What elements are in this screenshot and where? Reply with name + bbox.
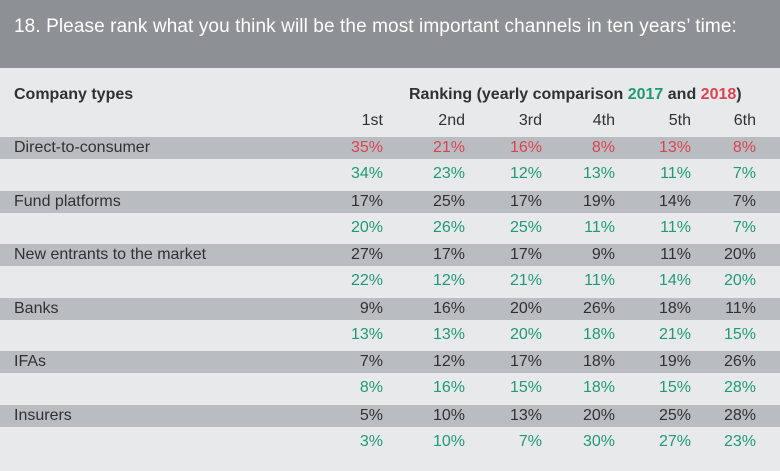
column-header-4th: 4th <box>592 112 615 129</box>
table-cell: 12% <box>432 272 465 289</box>
table-cell: 7% <box>732 165 756 182</box>
table-cell: 5% <box>359 406 383 424</box>
table-cell: 14% <box>658 192 691 210</box>
table-cell: 3% <box>359 432 383 450</box>
table-row-band <box>0 351 780 373</box>
table-cell: 27% <box>658 432 691 450</box>
table-cell: 8% <box>591 139 615 156</box>
ranking-header: Ranking (yearly comparison 2017 and 2018… <box>409 86 742 104</box>
table-cell: 34% <box>350 165 383 182</box>
ranking-year-2018: 2018 <box>700 86 737 103</box>
table-cell: 25% <box>432 192 465 210</box>
table-cell: 19% <box>582 192 615 210</box>
table-cell: 16% <box>432 299 465 317</box>
table-cell: 11% <box>660 218 691 236</box>
table-cell: 19% <box>658 353 691 370</box>
column-header-6th: 6th <box>733 112 756 129</box>
row-label: Banks <box>14 299 59 317</box>
table-cell: 17% <box>350 192 383 210</box>
table-cell: 13% <box>432 325 465 343</box>
table-cell: 7% <box>732 192 756 210</box>
table-cell: 15% <box>658 379 691 396</box>
table-cell: 16% <box>509 139 542 156</box>
table-cell: 21% <box>509 272 542 289</box>
table-cell: 8% <box>359 379 383 396</box>
table-cell: 17% <box>509 246 542 263</box>
page-title: 18. Please rank what you think will be t… <box>14 16 737 37</box>
company-types-header: Company types <box>14 86 134 103</box>
table-cell: 26% <box>582 299 615 317</box>
table-cell: 8% <box>732 139 756 156</box>
table-cell: 14% <box>658 272 691 289</box>
row-label: New entrants to the market <box>14 246 207 263</box>
table-row-band <box>0 297 780 320</box>
table-cell: 28% <box>723 406 756 424</box>
table-cell: 20% <box>509 299 542 317</box>
table-cell: 12% <box>509 165 542 182</box>
table-cell: 20% <box>582 406 615 424</box>
table-row-band <box>0 190 780 213</box>
table-cell: 20% <box>723 246 756 263</box>
column-header-2nd: 2nd <box>438 112 465 129</box>
table-cell: 21% <box>658 325 691 343</box>
table-row-band <box>0 244 780 266</box>
table-cell: 20% <box>723 272 756 289</box>
column-header-5th: 5th <box>668 112 691 129</box>
table-cell: 20% <box>509 325 542 343</box>
table-cell: 15% <box>509 379 542 396</box>
table-cell: 9% <box>591 246 615 263</box>
table-cell: 13% <box>658 139 691 156</box>
column-header-3rd: 3rd <box>518 112 542 129</box>
table-cell: 10% <box>432 406 465 424</box>
table-cell: 13% <box>582 165 615 182</box>
table-cell: 7% <box>732 218 756 236</box>
table-cell: 35% <box>350 139 383 156</box>
ranking-prefix: Ranking (yearly comparison <box>409 86 628 103</box>
table-cell: 23% <box>723 432 756 450</box>
table-cell: 25% <box>658 406 691 424</box>
table-cell: 17% <box>432 246 465 263</box>
table-cell: 18% <box>658 299 691 317</box>
table-cell: 10% <box>432 432 465 450</box>
table-cell: 11% <box>660 165 691 182</box>
table-cell: 17% <box>509 353 542 370</box>
row-label: IFAs <box>14 353 47 370</box>
ranking-year-2017: 2017 <box>627 86 664 103</box>
table-cell: 27% <box>350 246 383 263</box>
table-cell: 9% <box>359 299 383 317</box>
row-label: Insurers <box>14 406 72 424</box>
table-cell: 18% <box>582 325 615 343</box>
table-cell: 21% <box>432 139 465 156</box>
table-cell: 23% <box>432 165 465 182</box>
row-label: Fund platforms <box>14 192 121 210</box>
table-cell: 26% <box>723 353 756 370</box>
table-cell: 12% <box>432 353 465 370</box>
column-header-1st: 1st <box>361 112 383 129</box>
table-cell: 20% <box>350 218 383 236</box>
table-cell: 17% <box>509 192 542 210</box>
ranking-suffix: ) <box>736 86 742 103</box>
table-row-band <box>0 137 780 159</box>
table-cell: 11% <box>584 218 615 236</box>
table-cell: 26% <box>432 218 465 236</box>
table-cell: 7% <box>359 353 383 370</box>
table-cell: 18% <box>582 353 615 370</box>
table-cell: 11% <box>584 272 615 289</box>
table-cell: 16% <box>432 379 465 396</box>
table-cell: 11% <box>660 246 691 263</box>
table-row-band <box>0 404 780 427</box>
table-cell: 30% <box>582 432 615 450</box>
table-cell: 13% <box>350 325 383 343</box>
table-cell: 15% <box>723 325 756 343</box>
table-cell: 7% <box>518 432 542 450</box>
table-cell: 11% <box>725 299 756 317</box>
table-cell: 22% <box>350 272 383 289</box>
ranking-and: and <box>663 86 701 103</box>
header-banner: 18. Please rank what you think will be t… <box>0 0 780 68</box>
table-cell: 13% <box>509 406 542 424</box>
table-cell: 28% <box>723 379 756 396</box>
table-cell: 25% <box>509 218 542 236</box>
row-label: Direct-to-consumer <box>14 139 151 156</box>
table-cell: 18% <box>582 379 615 396</box>
